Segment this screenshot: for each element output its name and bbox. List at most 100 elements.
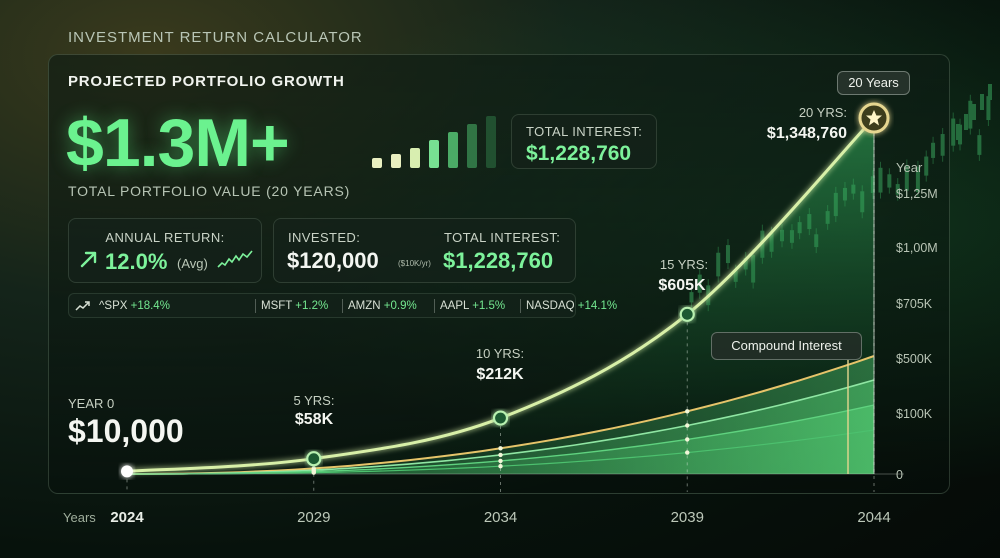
panel-title: PROJECTED PORTFOLIO GROWTH bbox=[68, 73, 345, 90]
sparkline-icon bbox=[217, 250, 253, 268]
y-tick-label: $500K bbox=[896, 352, 933, 366]
point-caption: 5 YRS: bbox=[294, 393, 335, 408]
ticker-separator bbox=[520, 299, 521, 313]
point-caption: 15 YRS: bbox=[660, 257, 708, 272]
ticker-symbol: AMZN bbox=[348, 300, 384, 312]
candle-body bbox=[904, 165, 909, 191]
invested-card: INVESTED: $120,000 ($10K/yr) TOTAL INTER… bbox=[273, 218, 576, 283]
ticker-item[interactable]: MSFT +1.2% bbox=[261, 300, 328, 312]
invested-note: ($10K/yr) bbox=[398, 259, 431, 268]
total-interest-card: TOTAL INTEREST: $1,228,760 bbox=[511, 114, 657, 169]
candle-body bbox=[878, 167, 883, 193]
candle-body bbox=[697, 274, 702, 293]
ticker-change: +1.5% bbox=[472, 300, 506, 312]
ticker-item[interactable]: AAPL +1.5% bbox=[440, 300, 505, 312]
band-point bbox=[311, 470, 316, 475]
y-axis-label: Year bbox=[896, 160, 923, 175]
trend-icon bbox=[75, 301, 90, 311]
point-value: $605K bbox=[658, 277, 706, 294]
point-caption: 10 YRS: bbox=[476, 346, 524, 361]
candle-body bbox=[986, 96, 991, 121]
x-tick-label: 2039 bbox=[671, 509, 704, 526]
star-icon bbox=[866, 110, 882, 126]
y-tick-label: $705K bbox=[896, 297, 933, 311]
end-point-tooltip: 20 Years bbox=[837, 71, 910, 95]
x-tick-label: 2029 bbox=[297, 509, 330, 526]
total-portfolio-caption: TOTAL PORTFOLIO VALUE (20 YEARS) bbox=[68, 183, 351, 199]
candle-body bbox=[895, 184, 900, 195]
point-value: $58K bbox=[295, 411, 334, 428]
candle-body bbox=[689, 292, 694, 303]
signal-bars-icon bbox=[372, 116, 496, 168]
ticker-change: +1.2% bbox=[295, 300, 329, 312]
band-interest bbox=[127, 405, 874, 474]
total-portfolio-value: $1.3M+ bbox=[66, 105, 290, 181]
band-point bbox=[685, 409, 690, 414]
market-ticker: ^SPX +18.4% MSFT +1.2% AMZN +0.9% AAPL +1.5… bbox=[68, 293, 617, 318]
ticker-separator bbox=[255, 299, 256, 313]
y-tick-label: 0 bbox=[896, 468, 903, 482]
band-point bbox=[498, 452, 503, 458]
invested-total-interest-label: TOTAL INTEREST: bbox=[444, 230, 561, 245]
band-point bbox=[498, 464, 503, 469]
ticker-item[interactable]: AMZN +0.9% bbox=[348, 300, 417, 312]
data-point-start bbox=[121, 465, 133, 478]
point-caption: YEAR 0 bbox=[68, 396, 114, 411]
band-point bbox=[685, 423, 690, 428]
point-value: $10,000 bbox=[68, 413, 184, 449]
ticker-symbol: AAPL bbox=[440, 300, 473, 312]
ticker-item[interactable]: ^SPX +18.4% bbox=[99, 300, 170, 312]
annual-return-note: (Avg) bbox=[177, 256, 208, 271]
y-tick-label: $100K bbox=[896, 407, 933, 421]
invested-total-interest-value: $1,228,760 bbox=[443, 248, 554, 273]
candle-body bbox=[931, 142, 936, 158]
candle-body bbox=[977, 135, 982, 155]
data-point bbox=[306, 451, 322, 467]
ticker-change: +18.4% bbox=[130, 300, 170, 312]
band-point bbox=[685, 437, 690, 442]
data-point bbox=[679, 306, 695, 322]
point-value: $212K bbox=[476, 366, 524, 383]
candle-body bbox=[956, 124, 960, 140]
point-caption: 20 YRS: bbox=[799, 105, 847, 120]
band-point bbox=[498, 446, 503, 451]
candle-body bbox=[915, 166, 920, 193]
candle-body bbox=[968, 100, 973, 129]
annual-return-value: 12.0% bbox=[105, 249, 168, 274]
point-value: $1,348,760 bbox=[767, 125, 847, 142]
ticker-symbol: NASDAQ bbox=[526, 300, 578, 312]
x-tick-label: 2044 bbox=[857, 509, 890, 526]
candle-body bbox=[972, 104, 976, 120]
candle-body bbox=[940, 134, 945, 156]
y-tick-label: $1,00M bbox=[896, 241, 938, 255]
arrow-up-right-icon bbox=[80, 251, 97, 268]
total-interest-value: $1,228,760 bbox=[526, 142, 632, 165]
band-point bbox=[498, 458, 503, 464]
ticker-change: +0.9% bbox=[383, 300, 417, 312]
app-title: INVESTMENT RETURN CALCULATOR bbox=[68, 29, 363, 46]
annual-return-card: ANNUAL RETURN: 12.0% (Avg) bbox=[68, 218, 262, 283]
growth-line bbox=[126, 116, 876, 473]
compound-interest-label: Compound Interest bbox=[711, 332, 862, 360]
x-axis-label: Years bbox=[63, 510, 96, 525]
candle-body bbox=[964, 114, 968, 130]
ticker-symbol: ^SPX bbox=[99, 300, 131, 312]
candle-body bbox=[980, 94, 984, 110]
candle-body bbox=[988, 84, 992, 100]
data-point bbox=[492, 410, 509, 426]
guide-lines bbox=[126, 126, 875, 492]
total-interest-label: TOTAL INTEREST: bbox=[526, 124, 643, 139]
candle-body bbox=[725, 245, 730, 264]
candle-body bbox=[951, 118, 956, 146]
x-tick-label: 2024 bbox=[110, 509, 144, 526]
invested-value: $120,000 bbox=[287, 248, 379, 273]
candle-body bbox=[716, 252, 721, 277]
ticker-symbol: MSFT bbox=[261, 300, 296, 312]
invested-label: INVESTED: bbox=[288, 230, 361, 245]
ticker-item[interactable]: NASDAQ +14.1% bbox=[526, 300, 617, 312]
candle-body bbox=[924, 156, 929, 176]
band-point bbox=[685, 450, 690, 455]
candle-body bbox=[958, 124, 963, 145]
y-tick-label: $1,25M bbox=[896, 187, 938, 201]
